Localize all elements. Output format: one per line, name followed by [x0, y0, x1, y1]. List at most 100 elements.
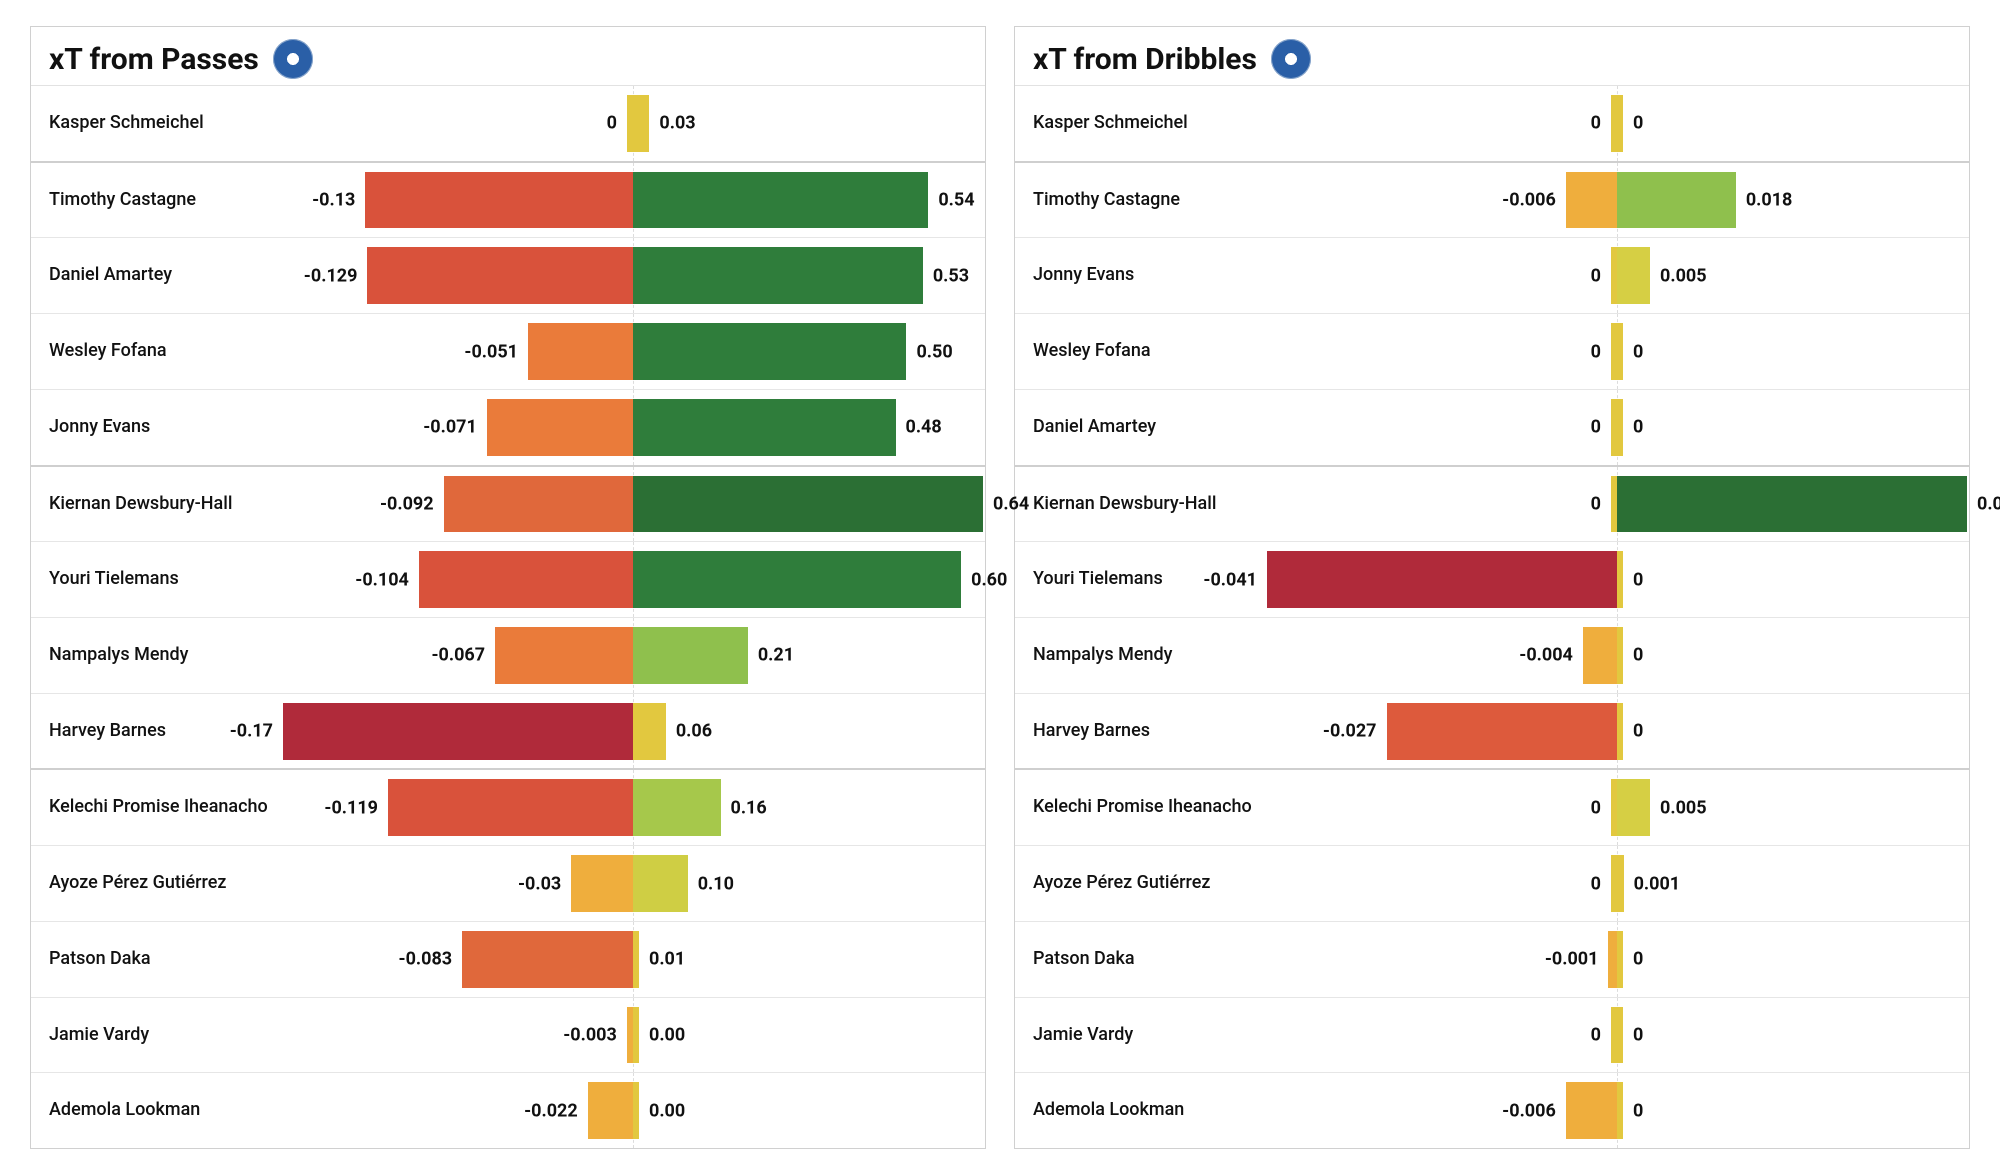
bar-positive [1617, 247, 1650, 304]
value-positive: 0.21 [758, 645, 794, 666]
player-name: Wesley Fofana [31, 314, 281, 389]
value-negative: -0.104 [355, 569, 409, 590]
bar-cell: 00.03 [281, 86, 985, 161]
value-negative: 0 [1591, 417, 1601, 438]
bar-cell: -0.170.06 [281, 694, 985, 769]
value-positive: 0.50 [916, 341, 952, 362]
bar-cell: -0.130.54 [281, 163, 985, 238]
value-negative: -0.13 [312, 190, 355, 211]
bar-negative [588, 1082, 633, 1139]
bar-positive [1617, 931, 1623, 988]
bar-cell: -0.129 0.53 [281, 238, 985, 313]
bar-negative [388, 779, 633, 836]
bar-negative [283, 703, 633, 760]
value-negative: -0.003 [563, 1024, 617, 1045]
value-positive: 0 [1633, 949, 1643, 970]
value-negative: -0.067 [431, 645, 485, 666]
bar-negative [1583, 627, 1617, 684]
player-name: Harvey Barnes [1015, 694, 1265, 769]
player-row: Timothy Castagne-0.0060.018 [1015, 163, 1969, 239]
player-row: Kasper Schmeichel00 [1015, 86, 1969, 163]
player-row: Jonny Evans -0.071 0.48 [31, 390, 985, 467]
bar-cell: 00.053 [1265, 467, 1969, 542]
value-positive: 0.53 [933, 265, 969, 286]
player-row: Youri Tielemans-0.0410 [1015, 542, 1969, 618]
bar-positive [633, 172, 928, 229]
player-name: Ayoze Pérez Gutiérrez [31, 846, 281, 921]
bar-positive [1617, 1082, 1623, 1139]
bar-cell: 00 [1265, 314, 1969, 389]
value-negative: 0 [1591, 873, 1601, 894]
value-positive: 0 [1633, 569, 1643, 590]
bar-positive [633, 1082, 639, 1139]
bar-positive [1617, 703, 1623, 760]
team-crest-icon [1271, 39, 1311, 79]
player-name: Ayoze Pérez Gutiérrez [1015, 846, 1265, 921]
player-row: Nampalys Mendy-0.0040 [1015, 618, 1969, 694]
value-positive: 0.005 [1660, 265, 1707, 286]
bar-negative [495, 627, 633, 684]
bar-positive [1617, 779, 1650, 836]
value-negative: -0.129 [304, 265, 358, 286]
player-row: Youri Tielemans-0.1040.60 [31, 542, 985, 618]
bar-positive [633, 476, 983, 533]
bar-cell: -0.071 0.48 [281, 390, 985, 465]
bar-cell: -0.1040.60 [281, 542, 985, 617]
value-negative: -0.004 [1519, 645, 1573, 666]
bar-positive [633, 247, 923, 304]
value-negative: -0.051 [464, 341, 518, 362]
value-negative: -0.001 [1545, 949, 1599, 970]
value-negative: 0 [1591, 493, 1601, 514]
bar-cell: 0 0.005 [1265, 238, 1969, 313]
bar-cell: -0.030.10 [281, 846, 985, 921]
bar-cell: 00 [1265, 998, 1969, 1073]
player-row: Harvey Barnes-0.0270 [1015, 694, 1969, 771]
value-negative: -0.027 [1323, 721, 1377, 742]
player-row: Wesley Fofana -0.051 0.50 [31, 314, 985, 390]
value-positive: 0.053 [1977, 493, 2000, 514]
value-negative: 0 [1591, 265, 1601, 286]
player-name: Kelechi Promise Iheanacho [1015, 770, 1265, 845]
bar-negative [462, 931, 633, 988]
value-positive: 0.03 [659, 113, 695, 134]
player-name: Jamie Vardy [1015, 998, 1265, 1073]
bar-cell: -0.0270 [1265, 694, 1969, 769]
value-positive: 0.10 [698, 873, 734, 894]
player-row: Ayoze Pérez Gutiérrez00.001 [1015, 846, 1969, 922]
panel-title: xT from Dribbles [1033, 42, 1257, 77]
panel-title: xT from Passes [49, 42, 259, 77]
player-row: Nampalys Mendy-0.0670.21 [31, 618, 985, 694]
player-name: Jonny Evans [31, 390, 281, 465]
bar-negative [419, 551, 633, 608]
team-crest-icon [273, 39, 313, 79]
bar-negative [1387, 703, 1617, 760]
value-positive: 0.48 [906, 417, 942, 438]
player-row: Daniel Amartey-0.1290.53 [31, 238, 985, 314]
charts-container: xT from Passes Kasper Schmeichel00.03Tim… [0, 0, 2000, 1175]
player-name: Jonny Evans [1015, 238, 1265, 313]
player-name: Nampalys Mendy [1015, 618, 1265, 693]
player-row: Daniel Amartey00 [1015, 390, 1969, 467]
bar-positive [1617, 399, 1623, 456]
value-negative: -0.092 [380, 493, 434, 514]
bar-cell: 00.001 [1265, 846, 1969, 921]
player-row: Ademola Lookman-0.0060 [1015, 1073, 1969, 1148]
bar-negative [1566, 172, 1617, 229]
value-positive: 0 [1633, 341, 1643, 362]
player-name: Kiernan Dewsbury-Hall [1015, 467, 1265, 542]
value-negative: -0.083 [399, 949, 453, 970]
value-positive: 0.005 [1660, 797, 1707, 818]
bar-negative [1267, 551, 1617, 608]
player-name: Kasper Schmeichel [31, 86, 281, 161]
value-negative: -0.071 [423, 417, 477, 438]
player-row: Kelechi Promise Iheanacho-0.1190.16 [31, 770, 985, 846]
player-row: Jamie Vardy-0.0030.00 [31, 998, 985, 1074]
value-positive: 0 [1633, 113, 1643, 134]
bar-cell: -0.0030.00 [281, 998, 985, 1073]
player-name: Wesley Fofana [1015, 314, 1265, 389]
value-positive: 0.01 [649, 949, 685, 970]
panel-passes: xT from Passes Kasper Schmeichel00.03Tim… [30, 26, 986, 1149]
value-negative: -0.041 [1203, 569, 1257, 590]
player-row: Wesley Fofana00 [1015, 314, 1969, 390]
bar-cell: 00.005 [1265, 770, 1969, 845]
